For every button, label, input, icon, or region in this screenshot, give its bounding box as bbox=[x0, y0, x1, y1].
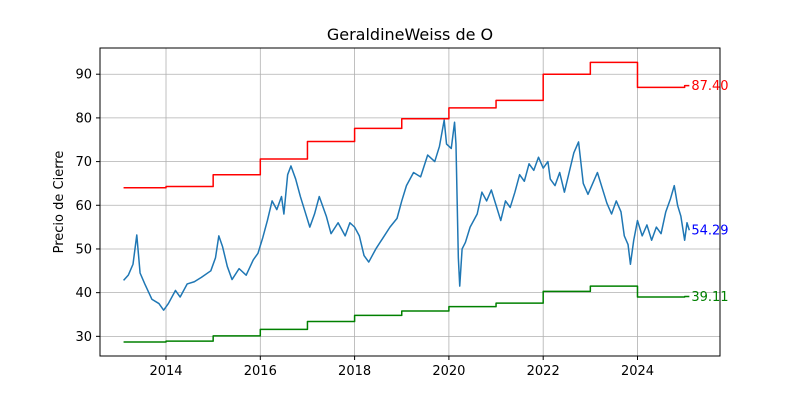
end-value-label-0: 87.40 bbox=[691, 79, 728, 94]
end-value-label-2: 39.11 bbox=[691, 290, 728, 305]
series-line-2 bbox=[123, 285, 690, 343]
y-tick-label: 30 bbox=[75, 330, 92, 345]
y-tick-label: 40 bbox=[75, 286, 92, 301]
x-tick-label: 2022 bbox=[527, 364, 560, 379]
end-value-label-1: 54.29 bbox=[691, 224, 728, 239]
y-tick-label: 50 bbox=[75, 242, 92, 257]
plot-frame bbox=[99, 47, 721, 357]
x-tick-label: 2018 bbox=[338, 364, 371, 379]
series-line-0 bbox=[123, 119, 691, 311]
x-tick-label: 2016 bbox=[244, 364, 277, 379]
y-tick-label: 60 bbox=[75, 199, 92, 214]
plot-series bbox=[123, 61, 691, 343]
y-axis-label: Precio de Cierre bbox=[52, 151, 67, 254]
axis-ticks: 2014 2016 2018 2020 2022 2024 30 40 50 60 70 80 90 bbox=[75, 68, 654, 379]
chart-title: GeraldineWeiss de O bbox=[327, 25, 493, 44]
series-line-1 bbox=[123, 61, 690, 189]
y-tick-label: 70 bbox=[75, 155, 92, 170]
y-tick-label: 80 bbox=[75, 111, 92, 126]
x-tick-label: 2014 bbox=[149, 364, 182, 379]
y-tick-label: 90 bbox=[75, 68, 92, 83]
grid bbox=[100, 48, 720, 356]
x-tick-label: 2020 bbox=[432, 364, 465, 379]
x-tick-label: 2024 bbox=[621, 364, 654, 379]
end-value-labels: 87.40 54.29 39.11 bbox=[691, 79, 728, 305]
